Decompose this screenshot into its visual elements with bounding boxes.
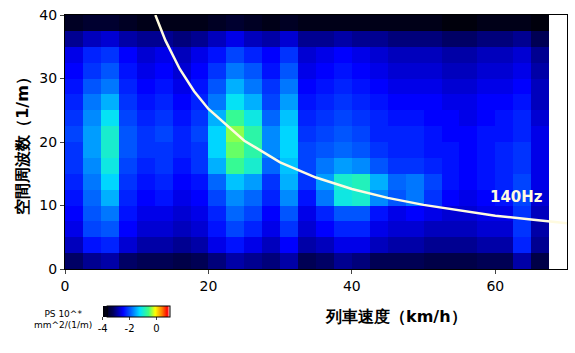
svg-text:30: 30 — [39, 70, 57, 86]
svg-text:PS 10^*mm^2/(1/m): PS 10^*mm^2/(1/m) — [34, 309, 92, 331]
svg-text:0: 0 — [61, 278, 70, 294]
svg-text:-4: -4 — [98, 323, 108, 334]
svg-text:40: 40 — [343, 278, 361, 294]
svg-text:0: 0 — [153, 323, 159, 334]
svg-text:列車速度（km/h）: 列車速度（km/h） — [325, 307, 467, 326]
svg-text:140Hz: 140Hz — [490, 188, 543, 206]
svg-text:20: 20 — [39, 134, 57, 150]
svg-text:空間周波数（1/m）: 空間周波数（1/m） — [13, 69, 32, 215]
svg-text:20: 20 — [200, 278, 218, 294]
svg-text:10: 10 — [39, 197, 57, 213]
svg-text:0: 0 — [48, 261, 57, 277]
svg-text:40: 40 — [39, 7, 57, 23]
svg-text:60: 60 — [486, 278, 504, 294]
svg-text:-2: -2 — [125, 323, 135, 334]
